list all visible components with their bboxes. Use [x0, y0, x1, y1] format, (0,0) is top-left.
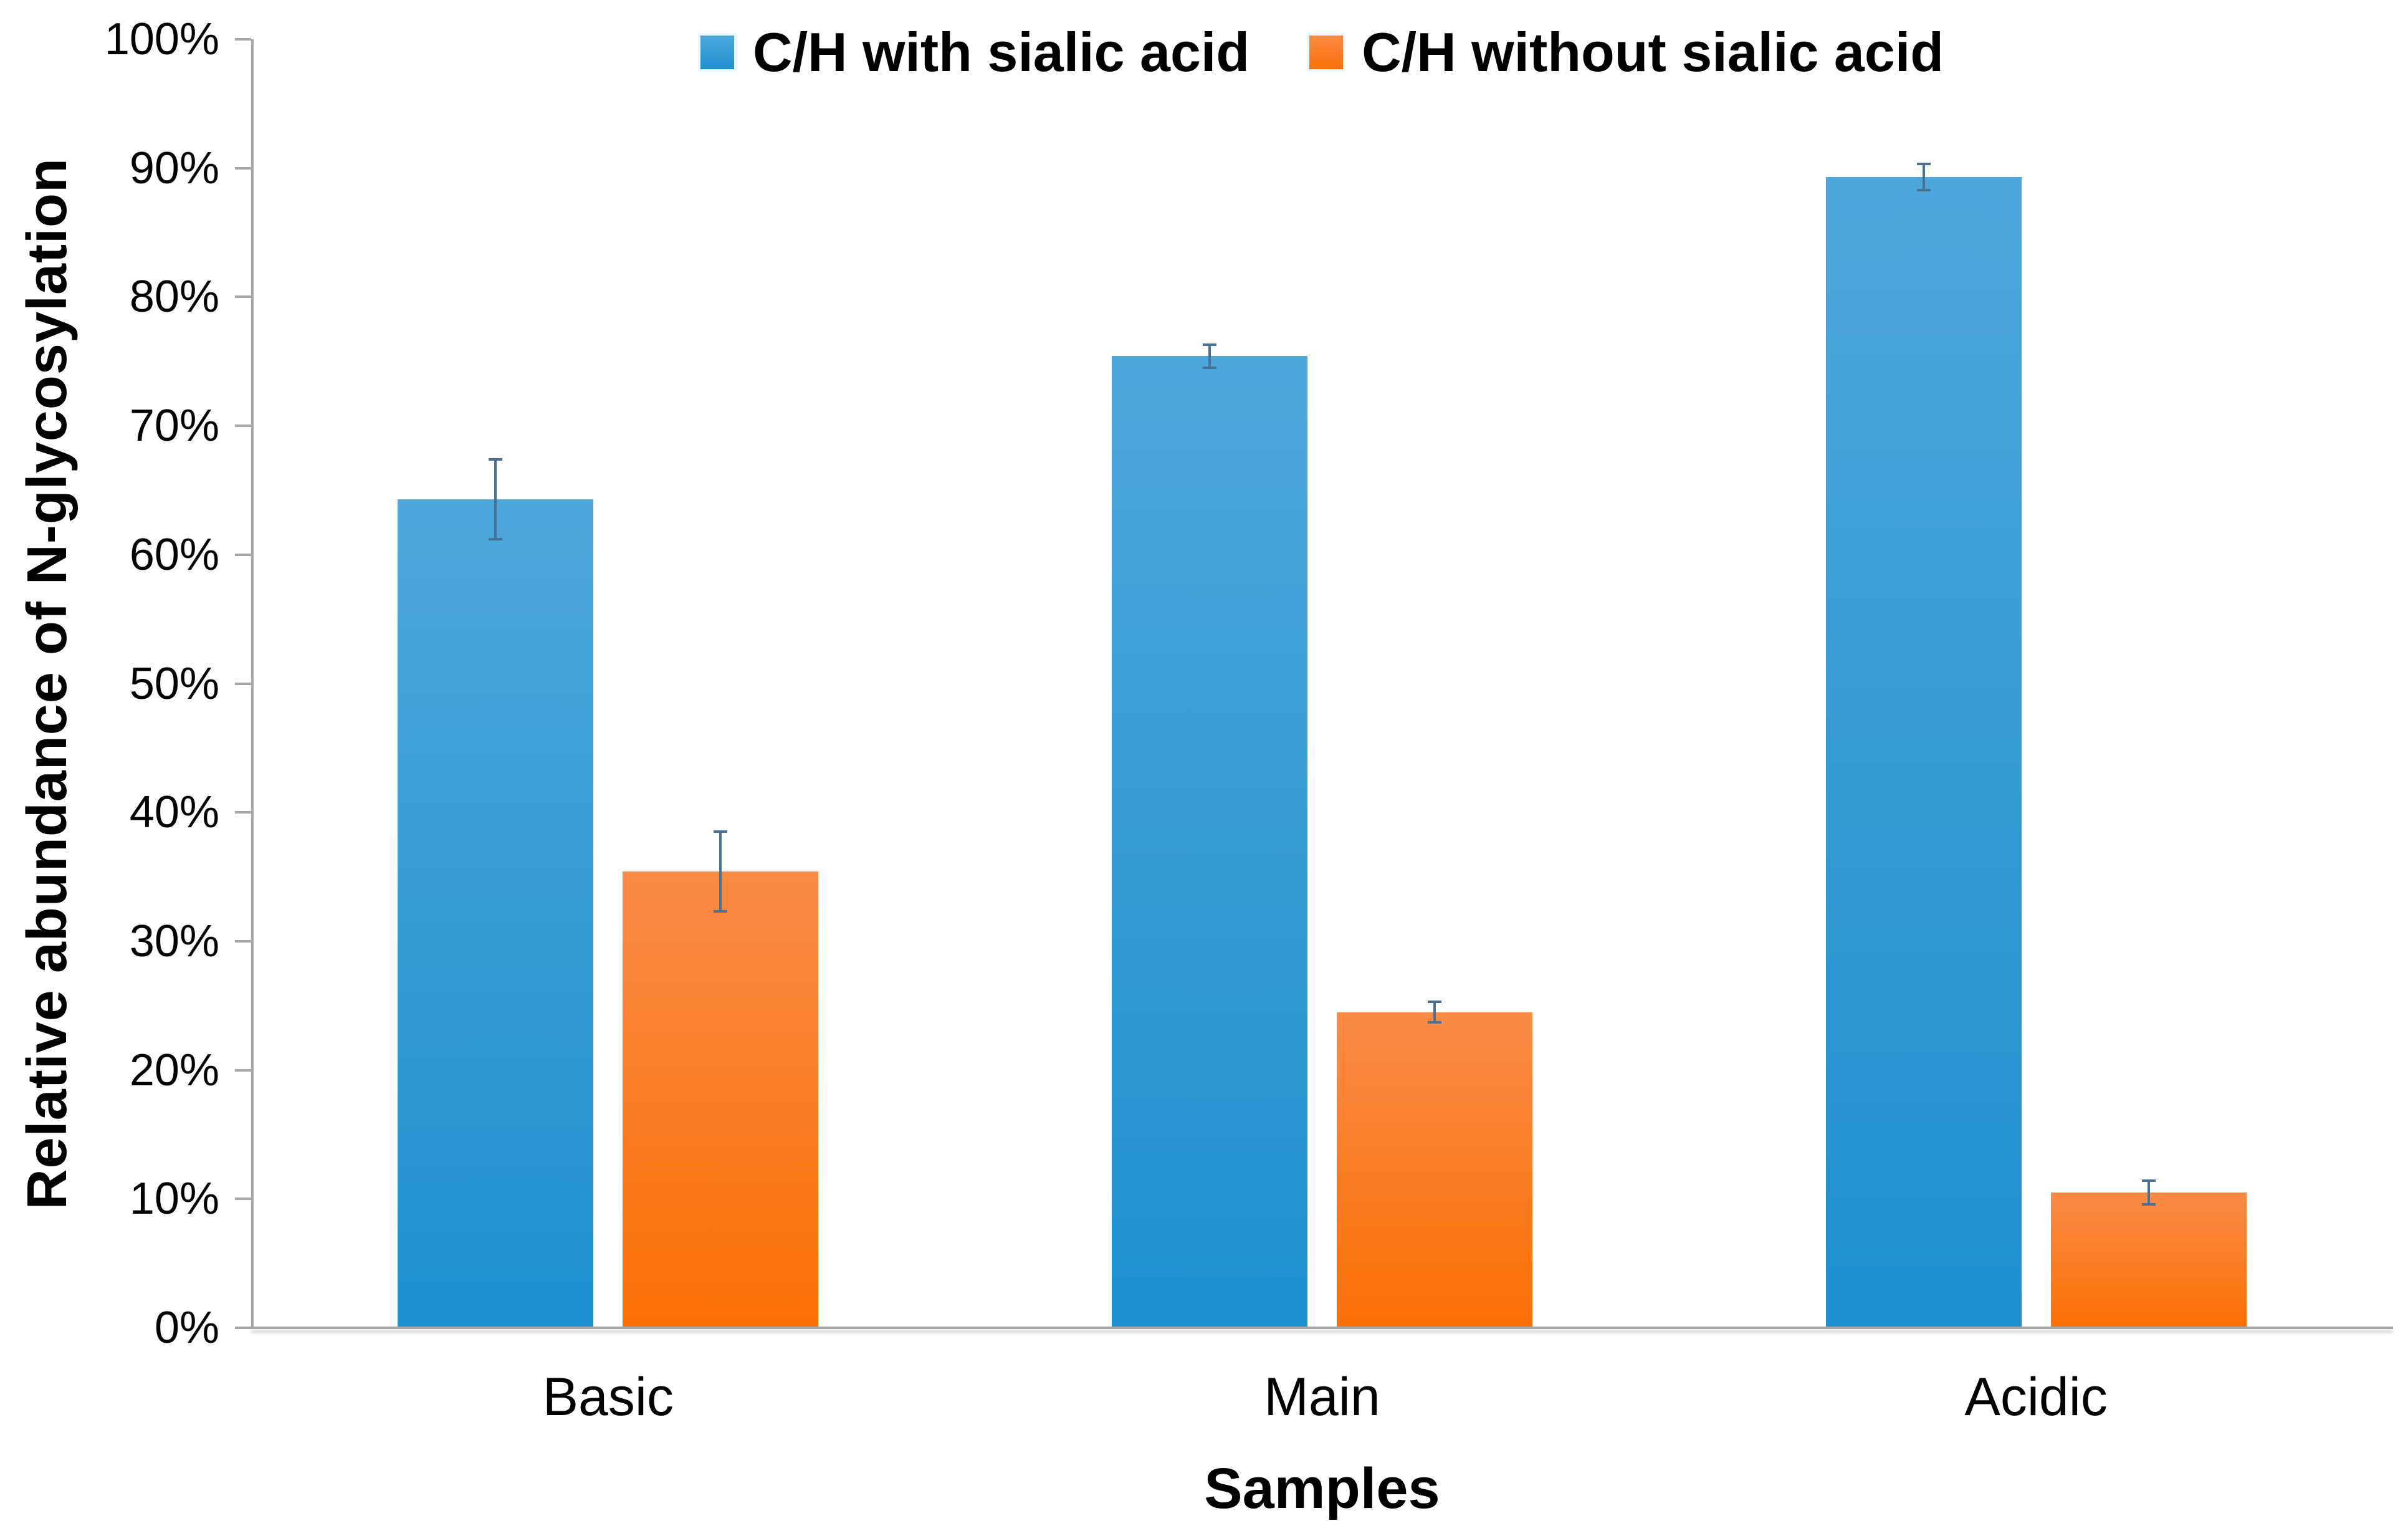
y-tick-label: 90% [129, 143, 219, 193]
error-bar [489, 458, 503, 541]
error-bar [714, 830, 728, 913]
x-axis-line [251, 1327, 2393, 1329]
legend-item: C/H without sialic acid [1309, 25, 1944, 80]
y-tick-label: 70% [129, 401, 219, 451]
legend-item: C/H with sialic acid [700, 25, 1249, 80]
bar [623, 830, 819, 1328]
legend-label: C/H with sialic acid [752, 21, 1250, 83]
legend-swatch-icon [700, 36, 734, 69]
y-tick-label: 100% [104, 14, 219, 64]
y-tick-label: 10% [129, 1174, 219, 1224]
y-tick-label: 20% [129, 1045, 219, 1095]
y-tick-label: 40% [129, 787, 219, 838]
bar [2050, 1179, 2247, 1328]
y-axis-line [251, 39, 254, 1329]
x-category-label: Basic [542, 1367, 674, 1427]
error-bar-stem [1208, 345, 1211, 367]
legend-label: C/H without sialic acid [1362, 21, 1944, 83]
y-axis-tick-labels: 0% 10% 20% 30% 40% 50% 60% 70% 80% 90% 100% [0, 17, 219, 1350]
y-tick-label: 60% [129, 529, 219, 580]
bar-group-acidic [1679, 39, 2393, 1328]
error-bar [1916, 163, 1931, 191]
bar-group-basic [251, 39, 965, 1328]
y-tick-label: 80% [129, 272, 219, 322]
legend-swatch-icon [1309, 36, 1344, 69]
error-bar-stem [719, 833, 722, 911]
y-tick-mark [235, 553, 251, 556]
y-tick-mark [235, 811, 251, 814]
bar [1825, 163, 2022, 1328]
y-tick-mark [235, 1327, 251, 1329]
y-tick-mark [235, 1068, 251, 1072]
x-category-label: Acidic [1964, 1367, 2108, 1427]
y-tick-mark [235, 939, 251, 943]
error-bar-stem [1922, 165, 1925, 189]
y-tick-mark [235, 1198, 251, 1201]
error-bar-stem [1433, 1003, 1436, 1022]
error-bar-stem [494, 460, 497, 539]
error-bar [2141, 1179, 2156, 1206]
y-tick-mark [235, 295, 251, 299]
bar [1337, 1001, 1532, 1328]
bar-group-main [965, 39, 1679, 1328]
chart-legend: C/H with sialic acid C/H without sialic a… [251, 14, 2393, 91]
y-tick-mark [235, 425, 251, 428]
bar [1112, 343, 1307, 1328]
y-tick-mark [235, 166, 251, 170]
x-category-label: Main [1264, 1367, 1380, 1427]
y-tick-label: 50% [129, 658, 219, 709]
y-axis-tick-marks [235, 38, 251, 1329]
y-tick-mark [235, 38, 251, 41]
error-bar-stem [2147, 1182, 2150, 1203]
x-category-labels: Basic Main Acidic [251, 1363, 2393, 1431]
y-tick-mark [235, 682, 251, 685]
error-bar [1428, 1001, 1441, 1024]
y-tick-label: 30% [129, 916, 219, 966]
y-tick-label: 0% [154, 1303, 219, 1353]
error-bar [1203, 343, 1216, 370]
x-axis-title: Samples [1204, 1457, 1440, 1520]
bar [398, 458, 594, 1328]
plot-area [251, 39, 2393, 1328]
